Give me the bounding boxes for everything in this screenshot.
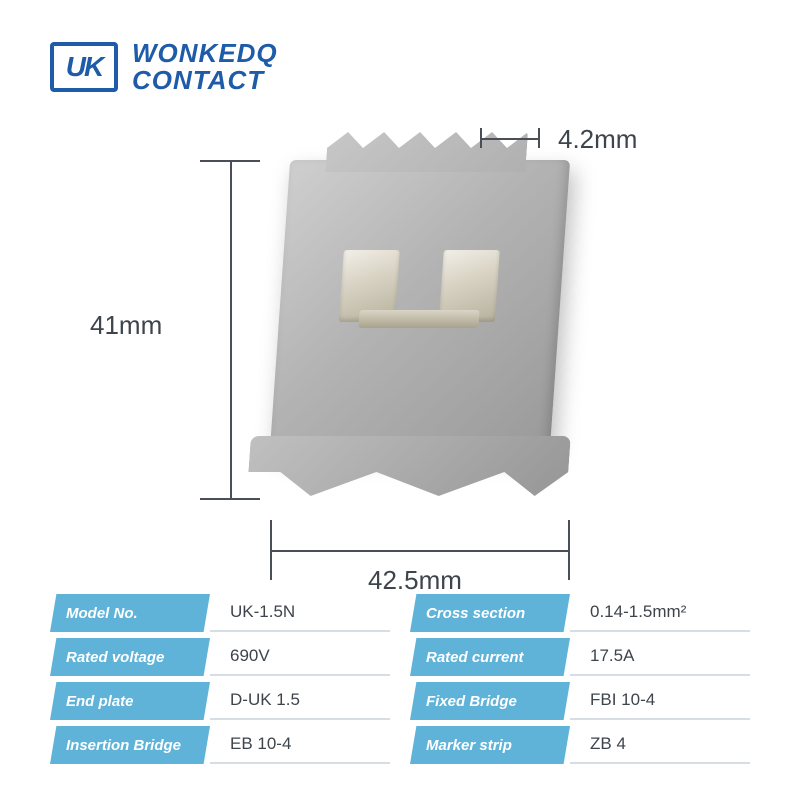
width-label: 42.5mm <box>368 565 462 596</box>
product-illustration <box>270 160 570 450</box>
thickness-bracket <box>480 128 540 168</box>
thickness-label: 4.2mm <box>558 124 637 155</box>
spec-label: Marker strip <box>410 726 570 764</box>
spec-value: 690V <box>210 638 390 676</box>
spec-label: Fixed Bridge <box>410 682 570 720</box>
logo-line1: WONKEDQ <box>132 40 278 67</box>
spec-label: Insertion Bridge <box>50 726 210 764</box>
spec-value: ZB 4 <box>570 726 750 764</box>
spec-row: Model No.UK-1.5N <box>50 594 390 632</box>
spec-label: End plate <box>50 682 210 720</box>
logo-line2: CONTACT <box>132 67 278 94</box>
spec-row: Cross section0.14-1.5mm² <box>410 594 750 632</box>
spec-value: 0.14-1.5mm² <box>570 594 750 632</box>
spec-row: Rated current17.5A <box>410 638 750 676</box>
height-label: 41mm <box>90 310 162 341</box>
brand-logo: UK WONKEDQ CONTACT <box>50 40 278 95</box>
spec-value: EB 10-4 <box>210 726 390 764</box>
spec-value: FBI 10-4 <box>570 682 750 720</box>
spec-value: 17.5A <box>570 638 750 676</box>
spec-label: Cross section <box>410 594 570 632</box>
spec-table: Model No.UK-1.5N Cross section0.14-1.5mm²… <box>50 594 750 764</box>
spec-value: UK-1.5N <box>210 594 390 632</box>
spec-label: Rated current <box>410 638 570 676</box>
logo-badge: UK <box>50 42 118 92</box>
spec-label: Rated voltage <box>50 638 210 676</box>
spec-row: Rated voltage690V <box>50 638 390 676</box>
spec-row: Fixed BridgeFBI 10-4 <box>410 682 750 720</box>
spec-row: End plateD-UK 1.5 <box>50 682 390 720</box>
spec-row: Insertion BridgeEB 10-4 <box>50 726 390 764</box>
spec-row: Marker stripZB 4 <box>410 726 750 764</box>
spec-label: Model No. <box>50 594 210 632</box>
spec-value: D-UK 1.5 <box>210 682 390 720</box>
dimension-diagram: 41mm 4.2mm 42.5mm <box>0 120 800 540</box>
logo-text: WONKEDQ CONTACT <box>132 40 278 95</box>
